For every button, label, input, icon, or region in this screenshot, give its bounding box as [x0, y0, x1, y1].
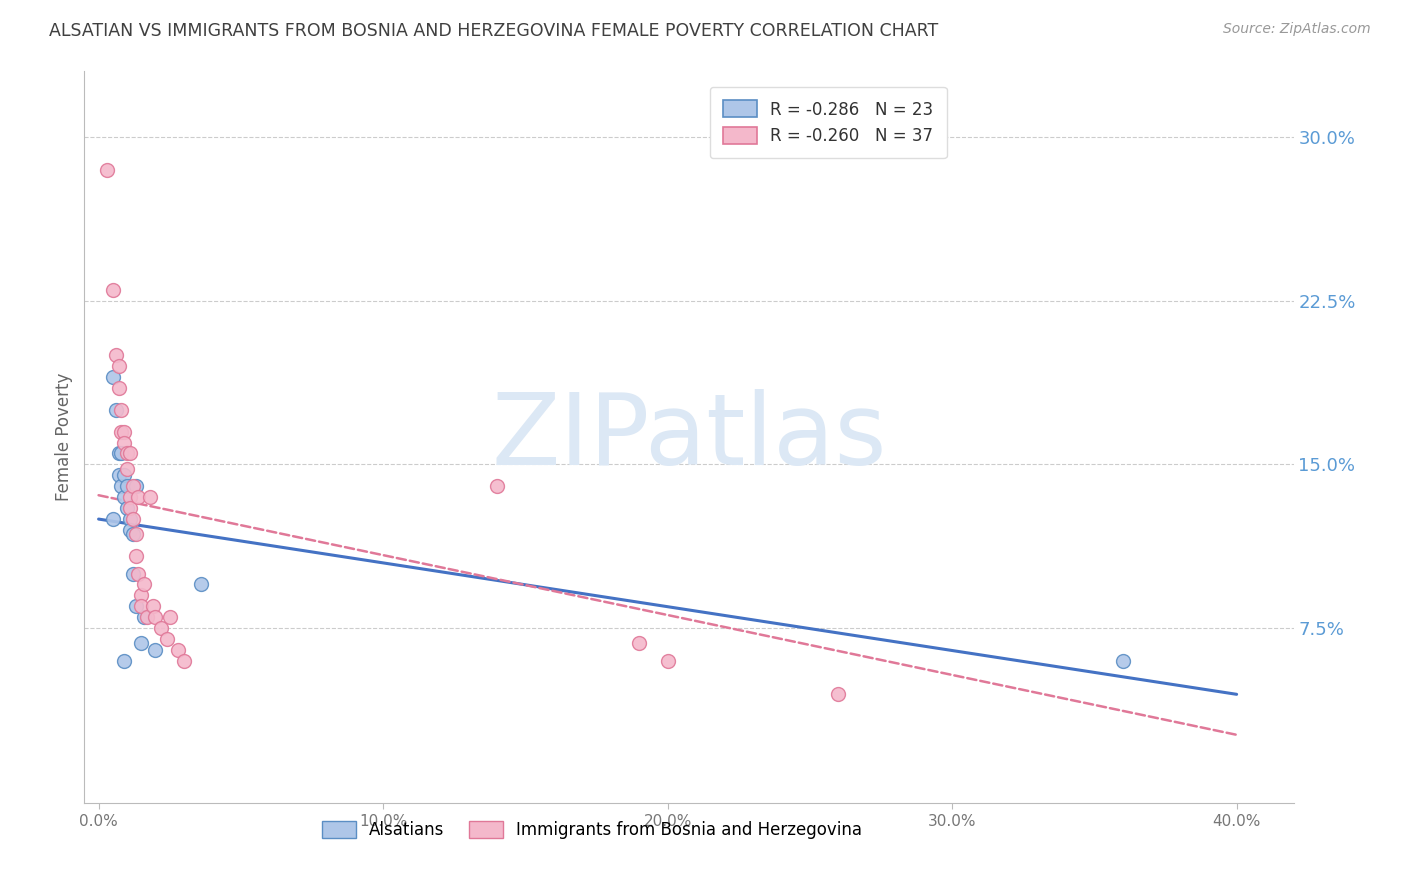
Point	[139, 490, 162, 504]
Point	[124, 527, 146, 541]
Point	[628, 636, 651, 650]
Point	[485, 479, 508, 493]
Point	[115, 479, 138, 493]
Point	[107, 446, 129, 460]
Point	[118, 490, 141, 504]
Point	[112, 468, 135, 483]
Y-axis label: Female Poverty: Female Poverty	[55, 373, 73, 501]
Point	[124, 599, 146, 614]
Point	[827, 687, 849, 701]
Point	[110, 402, 132, 417]
Point	[110, 446, 132, 460]
Point	[124, 549, 146, 563]
Point	[190, 577, 212, 591]
Point	[107, 381, 129, 395]
Point	[104, 402, 127, 417]
Point	[112, 435, 135, 450]
Point	[121, 512, 143, 526]
Point	[156, 632, 179, 646]
Text: Source: ZipAtlas.com: Source: ZipAtlas.com	[1223, 22, 1371, 37]
Point	[118, 523, 141, 537]
Point	[115, 501, 138, 516]
Point	[104, 348, 127, 362]
Point	[1112, 654, 1135, 668]
Point	[101, 370, 124, 384]
Point	[173, 654, 195, 668]
Point	[124, 479, 146, 493]
Point	[110, 425, 132, 439]
Text: ZIPatlas: ZIPatlas	[491, 389, 887, 485]
Point	[107, 468, 129, 483]
Point	[167, 643, 190, 657]
Point	[150, 621, 173, 635]
Point	[112, 425, 135, 439]
Point	[132, 577, 155, 591]
Point	[118, 512, 141, 526]
Point	[115, 446, 138, 460]
Point	[115, 461, 138, 475]
Text: ALSATIAN VS IMMIGRANTS FROM BOSNIA AND HERZEGOVINA FEMALE POVERTY CORRELATION CH: ALSATIAN VS IMMIGRANTS FROM BOSNIA AND H…	[49, 22, 938, 40]
Point	[129, 588, 152, 602]
Point	[96, 162, 118, 177]
Point	[112, 654, 135, 668]
Point	[101, 512, 124, 526]
Point	[107, 359, 129, 373]
Point	[145, 610, 167, 624]
Point	[127, 490, 149, 504]
Point	[121, 527, 143, 541]
Point	[101, 283, 124, 297]
Point	[142, 599, 165, 614]
Point	[118, 446, 141, 460]
Point	[118, 501, 141, 516]
Point	[110, 479, 132, 493]
Point	[129, 599, 152, 614]
Point	[132, 610, 155, 624]
Point	[121, 479, 143, 493]
Point	[136, 610, 159, 624]
Legend: Alsatians, Immigrants from Bosnia and Herzegovina: Alsatians, Immigrants from Bosnia and He…	[316, 814, 869, 846]
Point	[112, 490, 135, 504]
Point	[145, 643, 167, 657]
Point	[127, 566, 149, 581]
Point	[657, 654, 679, 668]
Point	[129, 636, 152, 650]
Point	[121, 566, 143, 581]
Point	[159, 610, 181, 624]
